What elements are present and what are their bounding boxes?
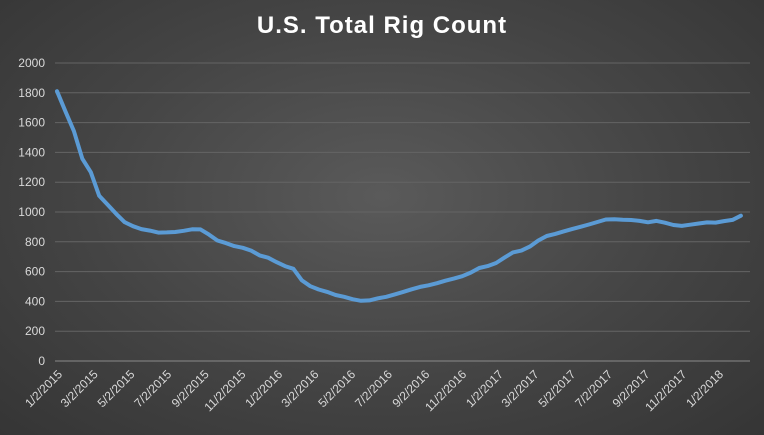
x-tick-label: 1/2/2016 xyxy=(242,367,285,410)
y-tick-label: 200 xyxy=(25,324,45,338)
x-tick-label: 5/2/2015 xyxy=(95,367,138,410)
x-tick-label: 3/2/2016 xyxy=(279,367,322,410)
y-tick-label: 1200 xyxy=(18,175,45,189)
x-tick-label: 1/2/2018 xyxy=(683,367,726,410)
y-tick-label: 1400 xyxy=(18,145,45,159)
x-tick-label: 5/2/2016 xyxy=(315,367,358,410)
y-tick-label: 2000 xyxy=(18,56,45,70)
y-tick-label: 1800 xyxy=(18,86,45,100)
x-tick-label: 7/2/2017 xyxy=(572,367,615,410)
x-tick-label: 5/2/2017 xyxy=(535,367,578,410)
y-tick-label: 0 xyxy=(38,354,45,368)
x-tick-label: 7/2/2015 xyxy=(131,367,174,410)
y-tick-label: 1000 xyxy=(18,205,45,219)
y-tick-label: 800 xyxy=(25,235,45,249)
y-tick-label: 600 xyxy=(25,265,45,279)
y-tick-label: 400 xyxy=(25,294,45,308)
x-tick-label: 1/2/2015 xyxy=(22,367,65,410)
y-tick-label: 1600 xyxy=(18,116,45,130)
series-line xyxy=(55,89,743,303)
x-tick-label: 3/2/2015 xyxy=(58,367,101,410)
x-tick-label: 7/2/2016 xyxy=(352,367,395,410)
x-tick-label: 1/2/2017 xyxy=(463,367,506,410)
x-tick-label: 3/2/2017 xyxy=(499,367,542,410)
chart-title: U.S. Total Rig Count xyxy=(256,12,508,39)
